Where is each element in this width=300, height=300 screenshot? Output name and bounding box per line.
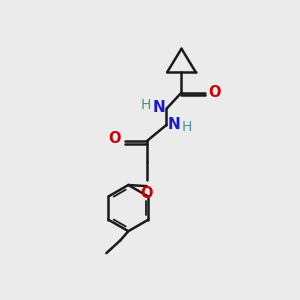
Text: H: H — [182, 120, 192, 134]
Text: O: O — [141, 186, 153, 201]
Text: O: O — [108, 131, 121, 146]
Text: N: N — [153, 100, 165, 115]
Text: H: H — [141, 98, 152, 112]
Text: O: O — [209, 85, 221, 100]
Text: N: N — [168, 117, 180, 132]
